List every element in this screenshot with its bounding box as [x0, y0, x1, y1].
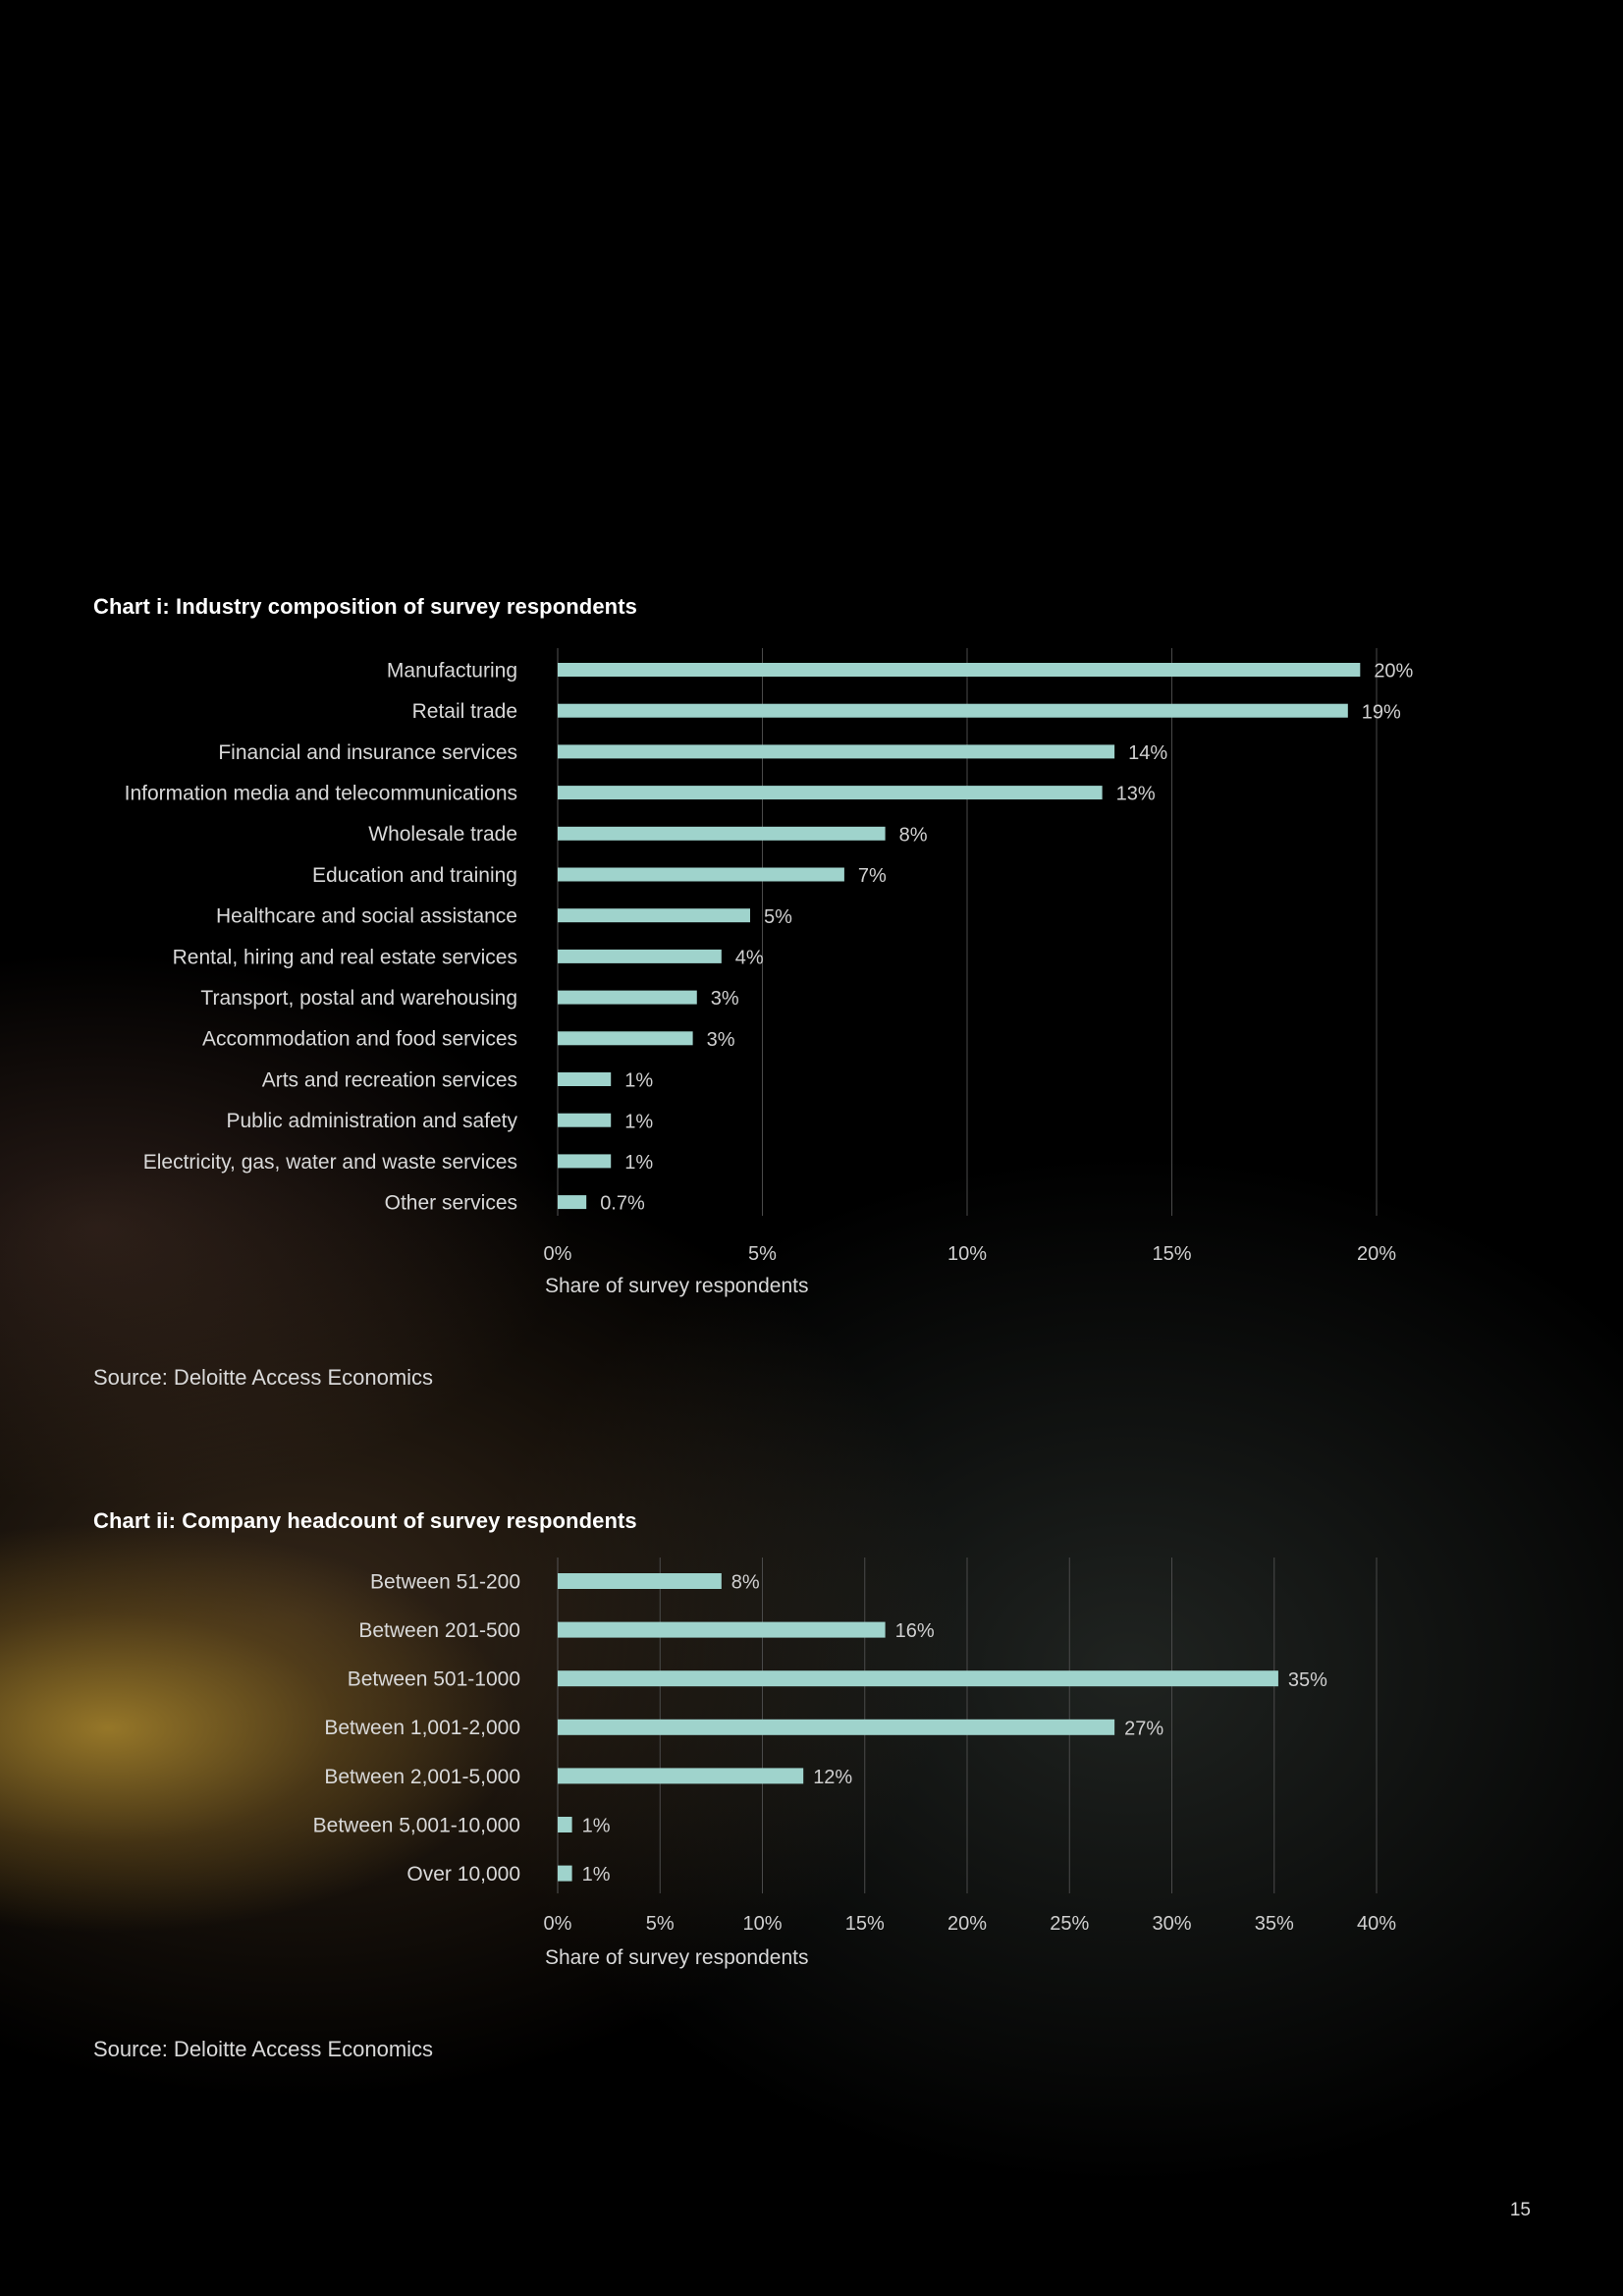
category-label: Between 51-200	[370, 1570, 520, 1593]
industry-bar-chart: 0% 5% 10% 15% 20% Manufacturing 20% Retail trad…	[125, 648, 1414, 1297]
value-label: 8%	[731, 1572, 760, 1594]
bar	[558, 1113, 612, 1127]
category-label: Accommodation and food services	[202, 1028, 517, 1051]
bar	[558, 1573, 722, 1589]
value-label: 1%	[624, 1111, 653, 1132]
value-label: 20%	[1374, 661, 1413, 683]
bar	[558, 1817, 572, 1832]
category-label: Between 5,001-10,000	[313, 1814, 520, 1836]
category-label: Wholesale trade	[368, 823, 517, 846]
value-label: 4%	[735, 948, 764, 969]
bar	[558, 1865, 572, 1882]
headcount-bar-chart: 0% 5% 10% 15% 20% 25% 30% 35% 40% Between 51-200 8…	[313, 1558, 1396, 1969]
bar	[558, 990, 697, 1005]
value-label: 12%	[813, 1767, 852, 1788]
value-label: 35%	[1288, 1669, 1327, 1691]
value-label: 16%	[895, 1620, 935, 1642]
category-label: Manufacturing	[387, 659, 517, 682]
bar	[558, 786, 1103, 800]
x-axis-title: Share of survey respondents	[545, 1946, 809, 1969]
page-number: 15	[1509, 2200, 1531, 2220]
chart-1-title: Chart i: Industry composition of survey …	[93, 594, 637, 619]
value-label: 0.7%	[600, 1193, 645, 1215]
category-label: Information media and telecommunications	[125, 782, 517, 804]
category-label: Transport, postal and warehousing	[200, 987, 517, 1010]
category-label: Arts and recreation services	[262, 1068, 517, 1091]
category-label: Healthcare and social assistance	[216, 905, 517, 928]
value-label: 8%	[899, 824, 928, 846]
bar	[558, 1154, 612, 1169]
value-label: 27%	[1124, 1718, 1163, 1739]
bar	[558, 744, 1115, 759]
value-label: 3%	[707, 1029, 735, 1051]
bar	[558, 826, 886, 841]
x-tick-label: 15%	[845, 1913, 885, 1935]
value-label: 7%	[858, 865, 887, 887]
x-tick-label: 15%	[1152, 1243, 1191, 1265]
category-label: Rental, hiring and real estate services	[173, 946, 517, 968]
value-label: 19%	[1362, 701, 1401, 723]
bar	[558, 1031, 693, 1046]
bar	[558, 1072, 612, 1086]
category-label: Electricity, gas, water and waste servic…	[143, 1151, 517, 1174]
category-label: Between 2,001-5,000	[324, 1766, 520, 1788]
value-label: 1%	[624, 1070, 653, 1092]
category-label: Financial and insurance services	[218, 741, 517, 764]
category-label: Public administration and safety	[227, 1110, 518, 1132]
x-tick-label: 25%	[1050, 1913, 1089, 1935]
bar	[558, 703, 1348, 718]
x-tick-label: 40%	[1357, 1913, 1396, 1935]
category-label: Retail trade	[412, 700, 517, 723]
value-label: 1%	[624, 1152, 653, 1174]
bar	[558, 1195, 587, 1210]
x-tick-label: 30%	[1152, 1913, 1191, 1935]
bar	[558, 1670, 1278, 1687]
bar	[558, 1719, 1115, 1735]
category-label: Between 1,001-2,000	[324, 1717, 520, 1739]
x-tick-label: 20%	[1357, 1243, 1396, 1265]
category-label: Other services	[385, 1191, 517, 1214]
bar	[558, 908, 750, 923]
x-tick-label: 10%	[742, 1913, 782, 1935]
bar	[558, 1768, 804, 1784]
value-label: 14%	[1128, 742, 1167, 764]
value-label: 13%	[1116, 784, 1156, 805]
value-label: 1%	[582, 1864, 611, 1886]
x-axis-title: Share of survey respondents	[545, 1275, 809, 1297]
bar	[558, 949, 722, 963]
category-label: Over 10,000	[406, 1863, 520, 1886]
chart-2-source: Source: Deloitte Access Economics	[93, 2037, 434, 2061]
value-label: 1%	[582, 1816, 611, 1837]
x-tick-label: 5%	[748, 1243, 777, 1265]
x-tick-label: 5%	[646, 1913, 675, 1935]
bar	[558, 663, 1361, 677]
category-label: Between 201-500	[358, 1619, 520, 1642]
x-tick-label: 0%	[544, 1243, 572, 1265]
category-label: Between 501-1000	[348, 1668, 520, 1691]
value-label: 3%	[711, 988, 739, 1010]
bar	[558, 1621, 886, 1638]
x-tick-label: 0%	[544, 1913, 572, 1935]
category-label: Education and training	[312, 864, 517, 887]
chart-2-title: Chart ii: Company headcount of survey re…	[93, 1508, 637, 1533]
bar	[558, 867, 844, 882]
x-tick-label: 35%	[1255, 1913, 1294, 1935]
value-label: 5%	[764, 906, 792, 928]
chart-1-source: Source: Deloitte Access Economics	[93, 1365, 434, 1390]
x-tick-label: 20%	[947, 1913, 987, 1935]
x-tick-label: 10%	[947, 1243, 987, 1265]
